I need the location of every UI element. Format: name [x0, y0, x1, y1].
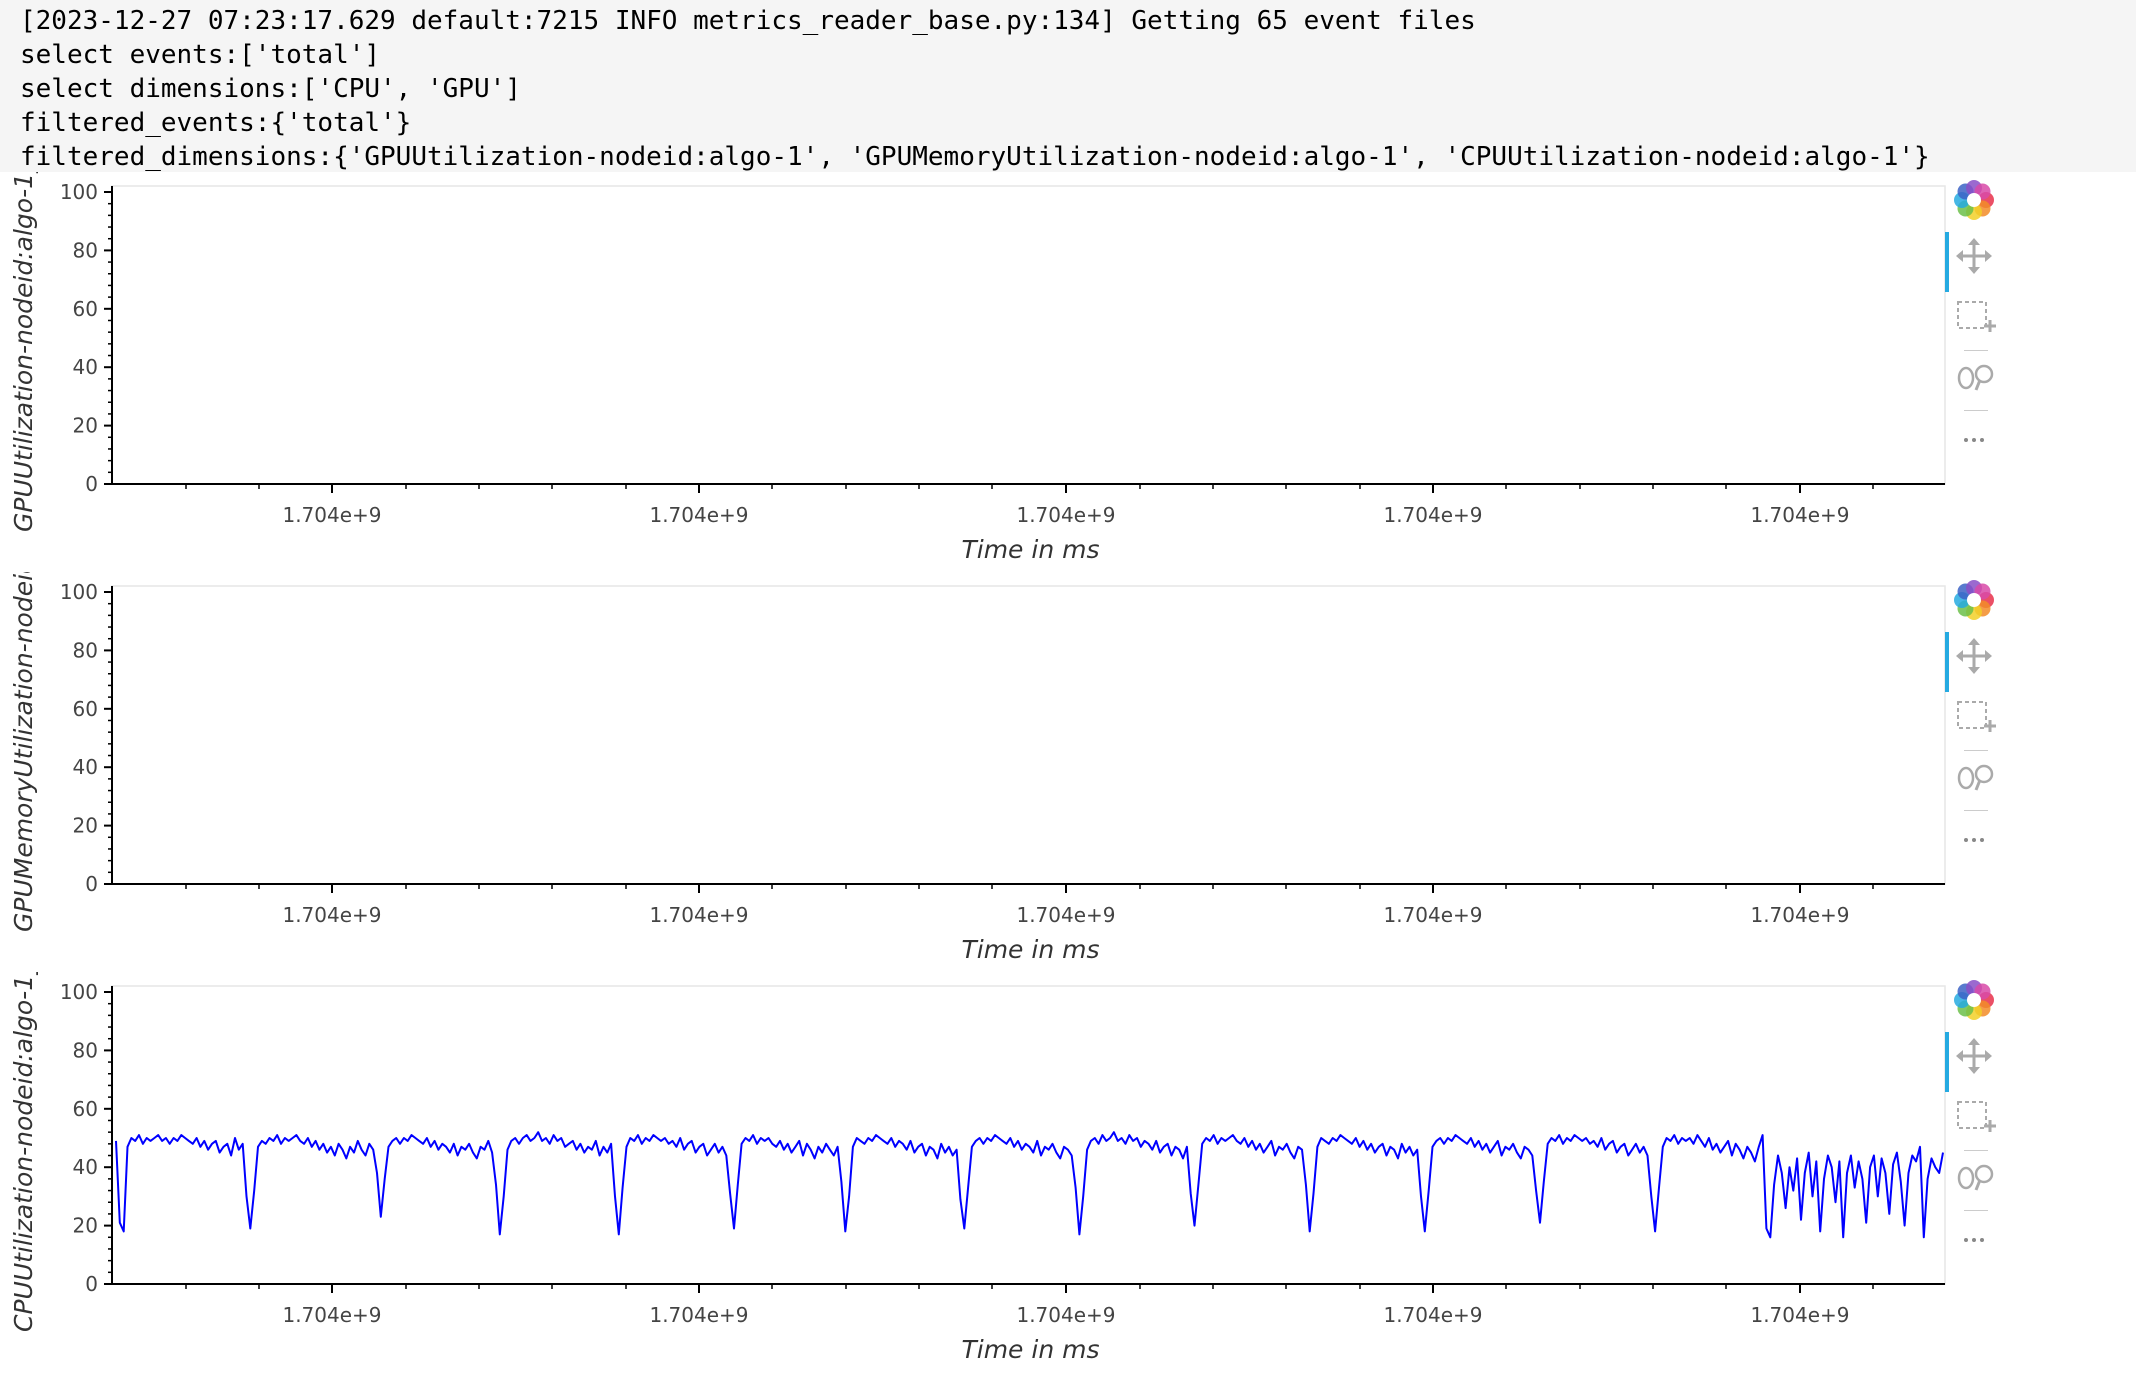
x-tick-label: 1.704e+9 [1016, 503, 1115, 527]
bokeh-logo-icon[interactable] [1954, 580, 2002, 628]
bokeh-logo-icon[interactable] [1954, 180, 2002, 228]
pan-icon[interactable] [1954, 1036, 2002, 1084]
x-tick-label: 1.704e+9 [1016, 1303, 1115, 1327]
y-tick-label: 80 [73, 638, 98, 662]
y-tick-label: 60 [73, 297, 98, 321]
chart-svg[interactable]: 0 20 40 60 80 100 1.704e+9 1.704e+9 1.704e+9 1.70… [0, 172, 2020, 572]
wheel-zoom-icon[interactable] [1954, 758, 2002, 806]
x-tick-label: 1.704e+9 [282, 1303, 381, 1327]
pan-icon[interactable] [1954, 236, 2002, 284]
x-tick-label: 1.704e+9 [1016, 903, 1115, 927]
y-axis-title: CPUUtilization-nodeid:algo-1_t [9, 972, 38, 1332]
x-tick-label: 1.704e+9 [282, 903, 381, 927]
box-zoom-icon[interactable] [1954, 298, 2002, 346]
more-icon[interactable] [1954, 818, 2002, 866]
wheel-zoom-icon[interactable] [1954, 1158, 2002, 1206]
pan-icon[interactable] [1954, 636, 2002, 684]
plot-frame [111, 585, 1946, 885]
chart-svg[interactable]: 0 20 40 60 80 100 1.704e+9 1.704e+9 1.704e+9 1.70… [0, 572, 2020, 972]
plot-frame [111, 185, 1946, 485]
chart-svg[interactable]: 0 20 40 60 80 100 1.704e+9 1.704e+9 1.704e+9 1.70… [0, 972, 2020, 1372]
y-tick-label: 40 [73, 755, 98, 779]
y-tick-label: 100 [60, 980, 98, 1004]
active-tool-indicator [1945, 232, 1949, 292]
x-tick-label: 1.704e+9 [1750, 503, 1849, 527]
y-tick-label: 60 [73, 1097, 98, 1121]
x-tick-label: 1.704e+9 [1750, 1303, 1849, 1327]
x-tick-label: 1.704e+9 [1383, 903, 1482, 927]
y-tick-label: 80 [73, 1038, 98, 1062]
log-output: [2023-12-27 07:23:17.629 default:7215 IN… [0, 0, 2136, 172]
plot-frame [111, 985, 1946, 1285]
y-tick-label: 0 [85, 1272, 98, 1296]
chart-toolbar [1942, 980, 2002, 1260]
x-tick-label: 1.704e+9 [649, 503, 748, 527]
log-line: select dimensions:['CPU', 'GPU'] [20, 74, 521, 104]
x-tick-label: 1.704e+9 [1383, 503, 1482, 527]
log-line: filtered_events:{'total'} [20, 108, 412, 138]
log-line: select events:['total'] [20, 40, 381, 70]
x-tick-label: 1.704e+9 [1383, 1303, 1482, 1327]
box-zoom-icon[interactable] [1954, 1098, 2002, 1146]
chart-toolbar [1942, 180, 2002, 460]
y-tick-label: 0 [85, 472, 98, 496]
series-line [115, 1131, 1944, 1239]
y-tick-label: 40 [73, 355, 98, 379]
y-tick-label: 80 [73, 238, 98, 262]
x-axis-title: Time in ms [961, 935, 1099, 964]
active-tool-indicator [1945, 1032, 1949, 1092]
x-axis-title: Time in ms [961, 535, 1099, 564]
chart-panel-1[interactable]: 0 20 40 60 80 100 1.704e+9 1.704e+9 1.704e+9 1.70… [0, 172, 2020, 572]
toolbar-separator [1964, 410, 1988, 411]
chart-toolbar [1942, 580, 2002, 860]
toolbar-separator [1964, 350, 1988, 351]
y-axis-title: GPUUtilization-nodeid:algo-1_t [9, 172, 38, 532]
log-line: [2023-12-27 07:23:17.629 default:7215 IN… [20, 6, 1476, 36]
y-tick-label: 40 [73, 1155, 98, 1179]
toolbar-separator [1964, 1150, 1988, 1151]
x-axis-title: Time in ms [961, 1335, 1099, 1364]
y-tick-label: 20 [73, 814, 98, 838]
active-tool-indicator [1945, 632, 1949, 692]
x-tick-label: 1.704e+9 [282, 503, 381, 527]
chart-panel-2[interactable]: 0 20 40 60 80 100 1.704e+9 1.704e+9 1.704e+9 1.70… [0, 572, 2020, 972]
box-zoom-icon[interactable] [1954, 698, 2002, 746]
y-tick-label: 100 [60, 580, 98, 604]
x-tick-label: 1.704e+9 [649, 903, 748, 927]
toolbar-separator [1964, 1210, 1988, 1211]
y-tick-label: 0 [85, 872, 98, 896]
y-axis-title: GPUMemoryUtilization-nodeid:algo [9, 572, 38, 932]
toolbar-separator [1964, 750, 1988, 751]
more-icon[interactable] [1954, 1218, 2002, 1266]
chart-panel-3[interactable]: 0 20 40 60 80 100 1.704e+9 1.704e+9 1.704e+9 1.70… [0, 972, 2020, 1372]
y-tick-label: 100 [60, 180, 98, 204]
y-tick-label: 20 [73, 1214, 98, 1238]
y-tick-label: 60 [73, 697, 98, 721]
log-line: filtered_dimensions:{'GPUUtilization-nod… [20, 142, 1930, 172]
more-icon[interactable] [1954, 418, 2002, 466]
bokeh-logo-icon[interactable] [1954, 980, 2002, 1028]
toolbar-separator [1964, 810, 1988, 811]
x-tick-label: 1.704e+9 [1750, 903, 1849, 927]
y-tick-label: 20 [73, 414, 98, 438]
wheel-zoom-icon[interactable] [1954, 358, 2002, 406]
x-tick-label: 1.704e+9 [649, 1303, 748, 1327]
